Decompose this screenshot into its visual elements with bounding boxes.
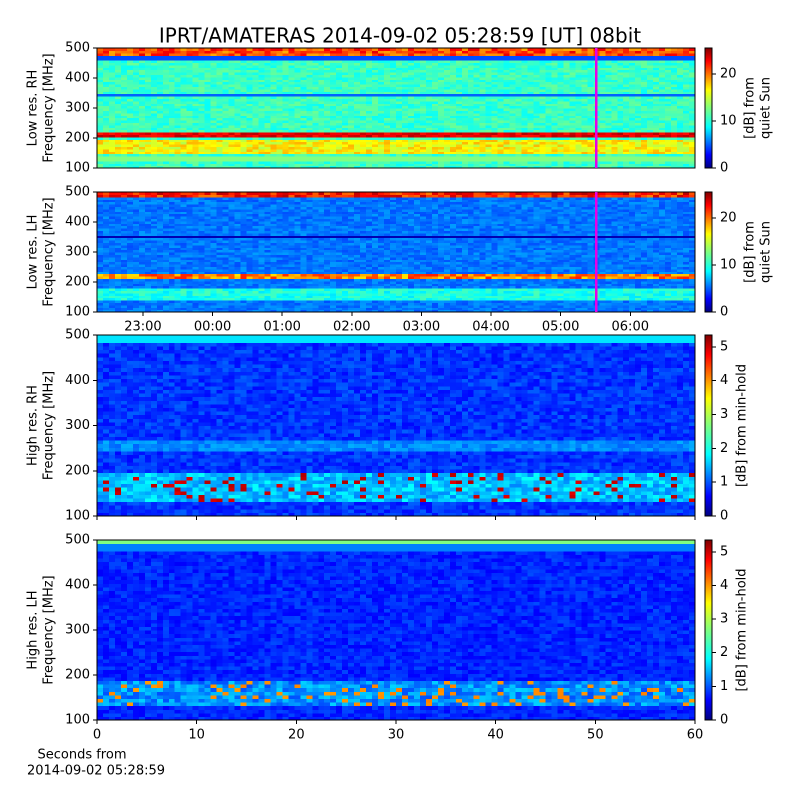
chart-title: IPRT/AMATERAS 2014-09-02 05:28:59 [UT] 0… <box>159 24 641 48</box>
spectrogram <box>97 48 696 169</box>
